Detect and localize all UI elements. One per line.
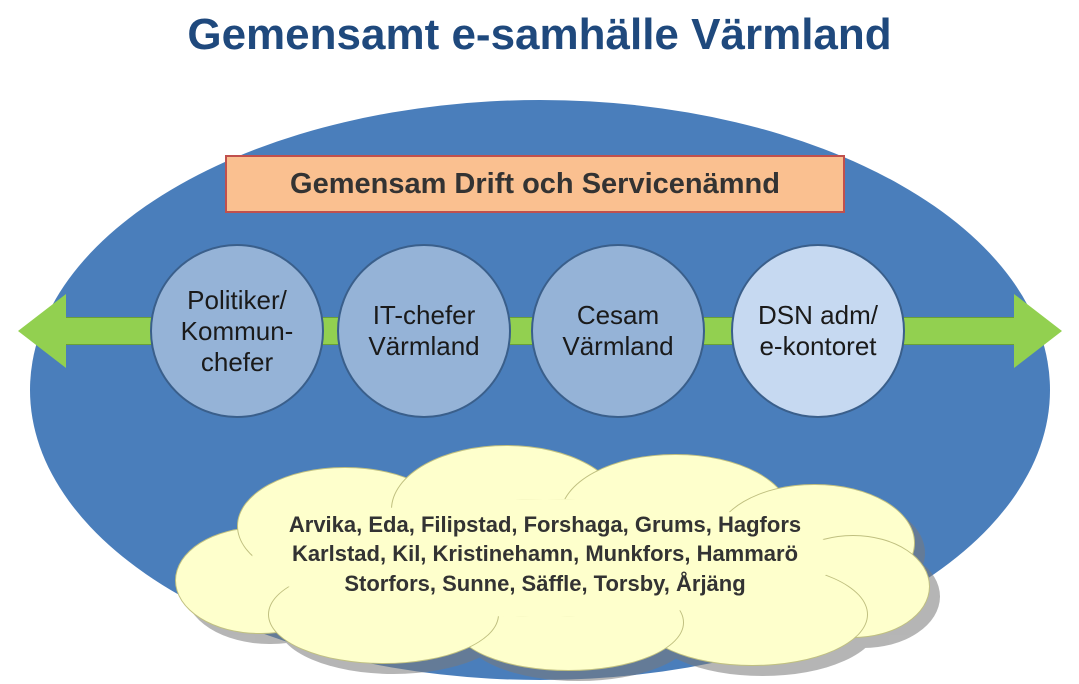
circle-politiker: Politiker/Kommun-chefer — [150, 244, 324, 418]
cloud-line: Storfors, Sunne, Säffle, Torsby, Årjäng — [160, 569, 930, 599]
cloud-text: Arvika, Eda, Filipstad, Forshaga, Grums,… — [160, 510, 930, 599]
circle-label: Politiker/Kommun-chefer — [181, 285, 294, 378]
circle-dsn: DSN adm/e-kontoret — [731, 244, 905, 418]
arrow-head-right-icon — [1014, 294, 1062, 368]
header-box: Gemensam Drift och Servicenämnd — [225, 155, 845, 213]
circle-it-chefer: IT-cheferVärmland — [337, 244, 511, 418]
circle-cesam: CesamVärmland — [531, 244, 705, 418]
header-box-label: Gemensam Drift och Servicenämnd — [290, 168, 780, 201]
cloud-line: Karlstad, Kil, Kristinehamn, Munkfors, H… — [160, 539, 930, 569]
circle-label: DSN adm/e-kontoret — [758, 300, 878, 362]
cloud: Arvika, Eda, Filipstad, Forshaga, Grums,… — [160, 445, 930, 660]
circle-label: IT-cheferVärmland — [368, 300, 479, 362]
circle-label: CesamVärmland — [562, 300, 673, 362]
cloud-line: Arvika, Eda, Filipstad, Forshaga, Grums,… — [160, 510, 930, 540]
page-title: Gemensamt e-samhälle Värmland — [0, 10, 1079, 60]
arrow-head-left-icon — [18, 294, 66, 368]
